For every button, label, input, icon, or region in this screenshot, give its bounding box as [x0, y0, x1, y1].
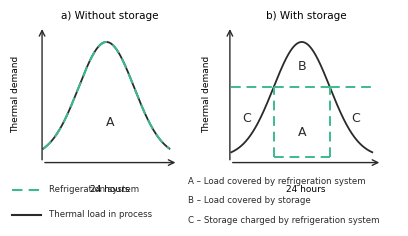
Text: A: A — [106, 116, 114, 129]
Text: Refrigeration system: Refrigeration system — [49, 185, 139, 194]
Text: C: C — [351, 112, 359, 125]
Text: C: C — [242, 112, 251, 125]
Text: 24 hours: 24 hours — [91, 185, 130, 194]
Text: C – Storage charged by refrigeration system: C – Storage charged by refrigeration sys… — [188, 216, 379, 225]
Text: Thermal demand: Thermal demand — [11, 56, 20, 133]
Text: B – Load covered by storage: B – Load covered by storage — [188, 197, 310, 206]
Text: A: A — [297, 126, 306, 139]
Title: b) With storage: b) With storage — [266, 11, 346, 21]
Text: A – Load covered by refrigeration system: A – Load covered by refrigeration system — [188, 177, 365, 186]
Text: Thermal load in process: Thermal load in process — [49, 210, 152, 219]
Text: 24 hours: 24 hours — [286, 185, 326, 194]
Title: a) Without storage: a) Without storage — [62, 11, 159, 21]
Text: B: B — [297, 60, 306, 73]
Text: Thermal demand: Thermal demand — [202, 56, 211, 133]
